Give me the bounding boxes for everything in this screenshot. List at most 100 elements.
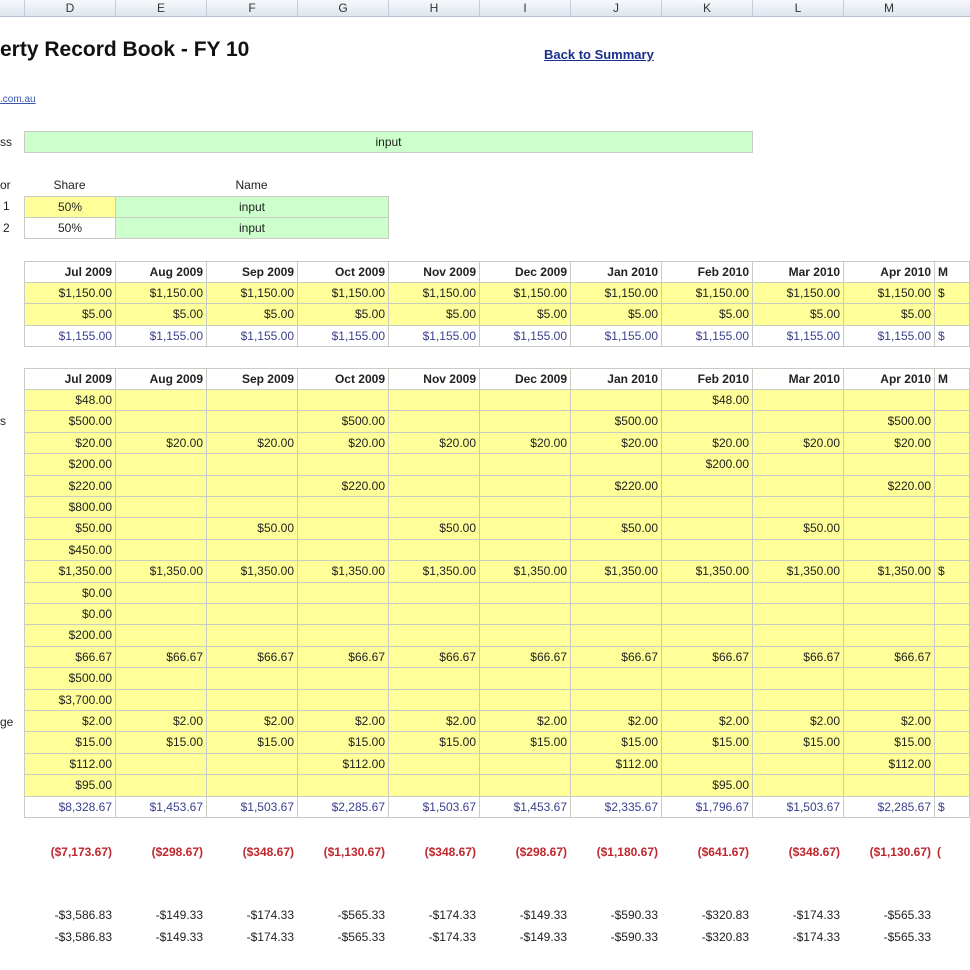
expense-cell[interactable]: $15.00 (24, 731, 116, 754)
expense-cell[interactable] (661, 624, 753, 647)
expense-cell[interactable]: $20.00 (752, 431, 844, 455)
expense-cell[interactable] (661, 474, 753, 497)
expense-cell[interactable] (115, 688, 207, 711)
expense-cell-partial[interactable] (934, 581, 970, 604)
expense-cell[interactable]: $50.00 (206, 517, 298, 540)
expense-cell[interactable]: $20.00 (24, 431, 116, 455)
expense-cell[interactable]: $1,350.00 (297, 560, 389, 583)
income-cell[interactable]: $5.00 (661, 303, 753, 326)
expense-cell[interactable]: $1,350.00 (115, 560, 207, 583)
expense-cell[interactable]: $15.00 (115, 731, 207, 754)
income-cell[interactable]: $1,150.00 (388, 282, 480, 305)
expense-cell[interactable] (479, 538, 571, 562)
expense-cell[interactable]: $800.00 (24, 496, 116, 519)
expense-cell[interactable]: $112.00 (843, 752, 935, 776)
expense-cell[interactable]: $200.00 (24, 453, 116, 476)
expense-cell[interactable]: $0.00 (24, 603, 116, 626)
expense-cell[interactable] (752, 667, 844, 690)
expense-cell[interactable] (115, 496, 207, 519)
expense-cell[interactable]: $20.00 (388, 431, 480, 455)
expense-cell[interactable] (115, 389, 207, 412)
expense-cell[interactable]: $1,350.00 (24, 560, 116, 583)
expense-cell[interactable] (843, 624, 935, 647)
income-cell-partial[interactable]: $ (934, 282, 970, 305)
income-cell[interactable]: $5.00 (388, 303, 480, 326)
expense-cell[interactable] (297, 496, 389, 519)
expense-cell[interactable] (843, 389, 935, 412)
expense-cell[interactable]: $2.00 (661, 710, 753, 733)
expense-cell-partial[interactable] (934, 731, 970, 754)
expense-cell[interactable] (297, 389, 389, 412)
expense-cell[interactable] (570, 496, 662, 519)
column-header-K[interactable]: K (661, 0, 752, 16)
expense-cell-partial[interactable] (934, 410, 970, 433)
income-cell[interactable]: $1,150.00 (297, 282, 389, 305)
expense-cell[interactable]: $1,350.00 (388, 560, 480, 583)
expense-cell-partial[interactable] (934, 688, 970, 711)
expense-cell-partial[interactable] (934, 710, 970, 733)
expense-cell[interactable] (661, 410, 753, 433)
expense-cell[interactable]: $66.67 (479, 645, 571, 669)
expense-cell[interactable] (843, 688, 935, 711)
expense-cell[interactable]: $15.00 (297, 731, 389, 754)
expense-cell[interactable] (388, 453, 480, 476)
expense-cell[interactable]: $15.00 (752, 731, 844, 754)
expense-cell[interactable]: $1,350.00 (752, 560, 844, 583)
expense-cell[interactable]: $1,350.00 (661, 560, 753, 583)
expense-cell[interactable] (206, 688, 298, 711)
expense-cell[interactable] (661, 603, 753, 626)
expense-cell[interactable]: $15.00 (843, 731, 935, 754)
column-header-E[interactable]: E (115, 0, 206, 16)
expense-cell[interactable] (206, 453, 298, 476)
expense-cell[interactable] (479, 581, 571, 604)
expense-cell[interactable] (115, 474, 207, 497)
expense-cell[interactable]: $2.00 (752, 710, 844, 733)
expense-cell[interactable]: $20.00 (479, 431, 571, 455)
expense-cell-partial[interactable] (934, 667, 970, 690)
expense-cell[interactable] (752, 538, 844, 562)
expense-cell[interactable]: $66.67 (297, 645, 389, 669)
expense-cell[interactable] (206, 474, 298, 497)
expense-cell[interactable] (661, 538, 753, 562)
expense-cell[interactable] (570, 624, 662, 647)
expense-cell[interactable] (479, 752, 571, 776)
expense-cell[interactable]: $500.00 (297, 410, 389, 433)
expense-cell-partial[interactable] (934, 496, 970, 519)
expense-cell[interactable] (115, 603, 207, 626)
expense-cell[interactable] (388, 474, 480, 497)
expense-cell[interactable]: $450.00 (24, 538, 116, 562)
column-header-L[interactable]: L (752, 0, 843, 16)
expense-cell[interactable]: $66.67 (115, 645, 207, 669)
expense-cell[interactable] (206, 752, 298, 776)
owner-1-share[interactable]: 50% (24, 196, 116, 218)
expense-cell[interactable]: $500.00 (843, 410, 935, 433)
expense-cell[interactable] (570, 667, 662, 690)
expense-cell[interactable] (297, 624, 389, 647)
expense-cell-partial[interactable] (934, 645, 970, 669)
expense-cell[interactable]: $500.00 (24, 410, 116, 433)
expense-cell[interactable]: $66.67 (752, 645, 844, 669)
expense-cell[interactable] (297, 667, 389, 690)
expense-cell[interactable]: $1,350.00 (479, 560, 571, 583)
expense-cell[interactable]: $15.00 (661, 731, 753, 754)
expense-cell[interactable] (388, 581, 480, 604)
expense-cell[interactable]: $50.00 (24, 517, 116, 540)
expense-cell[interactable] (297, 538, 389, 562)
expense-cell[interactable]: $112.00 (570, 752, 662, 776)
expense-cell[interactable]: $200.00 (661, 453, 753, 476)
income-cell[interactable]: $5.00 (570, 303, 662, 326)
expense-cell[interactable]: $20.00 (570, 431, 662, 455)
expense-cell[interactable] (115, 538, 207, 562)
expense-cell[interactable]: $95.00 (661, 774, 753, 797)
expense-cell[interactable]: $2.00 (388, 710, 480, 733)
income-cell[interactable]: $5.00 (297, 303, 389, 326)
expense-cell[interactable] (115, 667, 207, 690)
expense-cell[interactable]: $1,350.00 (570, 560, 662, 583)
expense-cell[interactable] (843, 453, 935, 476)
expense-cell[interactable] (388, 496, 480, 519)
expense-cell[interactable] (752, 774, 844, 797)
expense-cell[interactable] (752, 453, 844, 476)
expense-cell[interactable]: $66.67 (661, 645, 753, 669)
expense-cell[interactable]: $15.00 (570, 731, 662, 754)
back-to-summary-link[interactable]: Back to Summary (544, 47, 654, 62)
